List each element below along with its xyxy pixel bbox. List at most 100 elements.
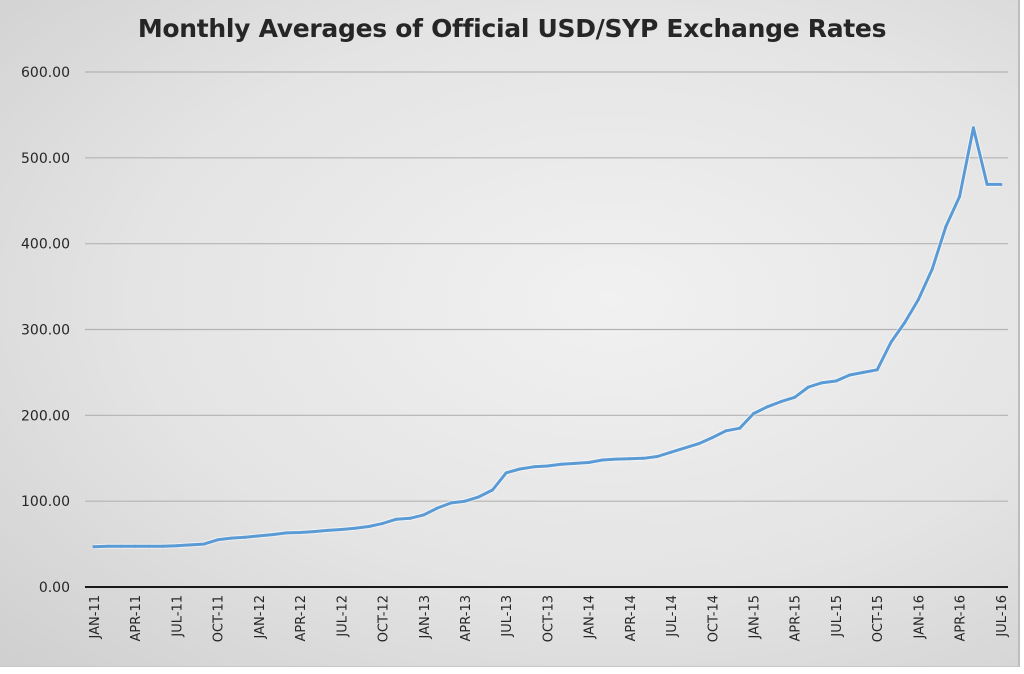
data-point <box>504 471 508 475</box>
y-tick-label: 100.00 <box>21 494 70 510</box>
x-tick-label: JAN-11 <box>88 595 103 639</box>
data-point <box>971 126 975 130</box>
y-tick-label: 0.00 <box>39 580 70 596</box>
data-point <box>889 340 893 344</box>
series-line <box>93 126 1001 549</box>
data-point <box>463 499 467 503</box>
x-tick-label: JUL-12 <box>335 595 350 638</box>
data-point <box>449 501 453 505</box>
data-point <box>875 368 879 372</box>
data-point <box>339 527 343 531</box>
data-point <box>545 464 549 468</box>
data-point <box>752 412 756 416</box>
data-point <box>216 538 220 542</box>
x-tick-label: OCT-15 <box>871 595 886 642</box>
y-tick-label: 500.00 <box>21 151 70 167</box>
x-tick-label: OCT-11 <box>212 595 227 642</box>
x-tick-label: JUL-14 <box>665 595 680 638</box>
x-tick-label: OCT-13 <box>541 595 556 642</box>
data-point <box>587 461 591 465</box>
data-point <box>436 506 439 510</box>
x-tick-label: JUL-15 <box>830 595 845 638</box>
data-point <box>683 446 687 450</box>
series-line-halo <box>93 125 1001 550</box>
data-point <box>271 533 275 537</box>
data-point <box>600 458 604 462</box>
data-point <box>944 225 948 228</box>
data-point <box>284 531 288 535</box>
data-point <box>381 521 385 525</box>
data-point <box>779 400 783 404</box>
x-tick-label: JAN-16 <box>912 595 927 639</box>
y-tick-label: 300.00 <box>21 323 70 339</box>
data-point <box>834 379 838 383</box>
x-tick-label: APR-15 <box>789 595 804 641</box>
data-point <box>710 436 714 440</box>
y-tick-label: 200.00 <box>21 408 70 424</box>
series-group <box>92 125 1003 550</box>
data-point <box>312 530 316 534</box>
y-tick-label: 400.00 <box>21 237 70 253</box>
x-tick-label: OCT-14 <box>706 595 721 642</box>
data-point <box>848 373 852 377</box>
data-point <box>628 457 632 461</box>
data-point <box>133 544 137 548</box>
data-point <box>861 370 865 374</box>
data-point <box>765 405 769 409</box>
x-tick-label: JUL-16 <box>995 595 1010 638</box>
data-point <box>738 426 742 430</box>
data-point <box>793 395 797 399</box>
data-point <box>930 267 934 271</box>
data-point <box>655 455 659 459</box>
data-point <box>559 462 563 466</box>
data-point <box>161 544 165 548</box>
data-point <box>820 381 824 385</box>
data-point <box>958 194 962 198</box>
data-point <box>724 429 728 433</box>
data-point <box>985 182 989 186</box>
data-point <box>408 516 412 520</box>
data-point <box>999 182 1003 186</box>
data-point <box>243 535 247 539</box>
x-tick-label: JAN-13 <box>418 595 433 639</box>
data-point <box>806 385 810 389</box>
x-tick-label: APR-11 <box>129 595 144 641</box>
data-point <box>903 321 907 325</box>
x-tick-label: APR-14 <box>624 595 639 641</box>
data-point <box>188 543 192 547</box>
x-tick-label: APR-16 <box>954 595 969 641</box>
x-tick-label: JUL-11 <box>170 595 185 638</box>
y-axis-ticks: 0.00 100.00 200.00 300.00 400.00 500.00 600.00 <box>21 65 70 596</box>
x-tick-label: APR-12 <box>294 595 309 641</box>
data-point <box>92 545 96 549</box>
x-tick-label: JAN-14 <box>583 595 598 639</box>
data-point <box>174 544 178 548</box>
data-point <box>518 467 522 471</box>
data-point <box>394 517 398 521</box>
data-point <box>642 456 646 460</box>
data-point <box>229 536 233 540</box>
data-point <box>147 544 151 548</box>
data-point <box>422 513 426 517</box>
data-point <box>697 442 701 446</box>
x-tick-label: JAN-12 <box>253 595 268 639</box>
data-point <box>202 542 206 546</box>
data-point <box>298 530 302 534</box>
x-tick-label: APR-13 <box>459 595 474 641</box>
data-point <box>367 524 371 528</box>
data-point <box>573 461 577 465</box>
y-tick-label: 600.00 <box>21 65 70 81</box>
x-tick-label: OCT-12 <box>377 595 392 642</box>
data-point <box>614 457 618 461</box>
x-tick-label: JUL-13 <box>500 595 515 638</box>
data-point <box>916 297 920 301</box>
data-point <box>477 495 481 499</box>
gridlines <box>85 71 1008 502</box>
data-point <box>532 465 536 469</box>
data-point <box>353 526 357 530</box>
data-point <box>326 528 330 532</box>
data-point <box>106 544 110 548</box>
data-point <box>669 450 673 454</box>
